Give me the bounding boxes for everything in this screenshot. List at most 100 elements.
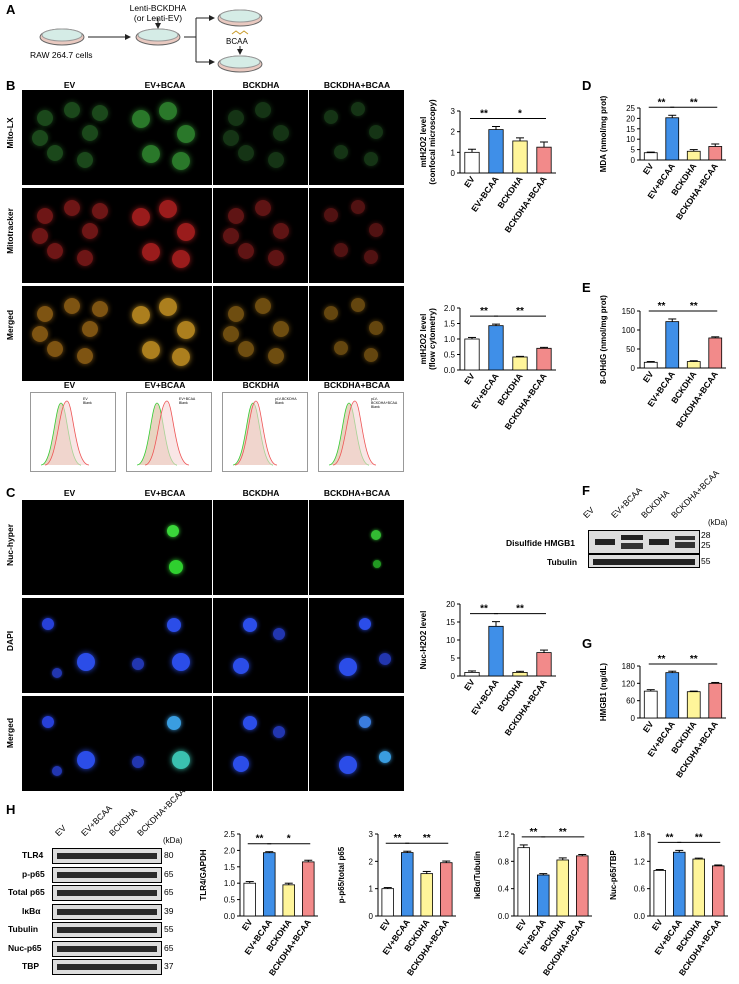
y-tick-label: 0.5 xyxy=(444,351,456,360)
bar xyxy=(464,672,480,677)
cell-blob xyxy=(52,766,62,776)
bar-chart-h4: 0.00.61.21.8Nuc-p65/TBPEVEV+BCAABCKDHABC… xyxy=(609,830,728,978)
cell-blob xyxy=(52,668,62,678)
bar xyxy=(263,852,276,917)
cell-blob xyxy=(82,321,98,337)
b-row-label-3: Merged xyxy=(5,309,15,341)
cell-blob xyxy=(77,751,95,769)
x-tick-label: EV xyxy=(378,917,393,932)
cell-blob xyxy=(238,243,254,259)
y-tick-label: 0 xyxy=(369,912,374,921)
bar xyxy=(517,847,531,917)
y-tick-label: 5 xyxy=(631,146,636,155)
cell-blob xyxy=(32,130,48,146)
f-row-label-1: Disulfide HMGB1 xyxy=(506,538,575,548)
y-tick-label: 0.5 xyxy=(224,896,236,905)
cell-blob xyxy=(273,726,285,738)
panel-label-g: G xyxy=(582,636,593,651)
bar-chart-h1: 0.00.51.01.52.02.5TLR4/GAPDHEVEV+BCAABCK… xyxy=(199,830,318,978)
bar xyxy=(536,652,552,677)
significance-mark: ** xyxy=(690,654,698,665)
cell-blob xyxy=(177,125,195,143)
cell-blob xyxy=(273,628,285,640)
cell-blob xyxy=(379,751,391,763)
cell-blob xyxy=(339,756,357,774)
y-axis-label: (flow cytometry) xyxy=(428,308,437,370)
h-row-label: p-p65 xyxy=(22,868,45,879)
panel-label-c: C xyxy=(6,485,16,500)
c-col-header-4: BCKDHA+BCAA xyxy=(323,488,391,498)
bar xyxy=(488,625,504,677)
bar xyxy=(420,873,434,917)
cell-blob xyxy=(223,326,239,342)
bar-chart-b2: 0.0 0.5 1.0 1.5 2.0 mtH2O2 level (flow cytomet… xyxy=(419,304,556,432)
cell-blob xyxy=(64,298,80,314)
y-tick-label: 3 xyxy=(369,830,374,839)
x-tick-label: EV xyxy=(650,917,665,932)
y-tick-label: 1.0 xyxy=(444,335,456,344)
y-axis-label: HMGB1 (ng/dL) xyxy=(599,663,608,722)
cell-blob xyxy=(167,525,179,537)
cell-blob xyxy=(92,203,108,219)
cell-blob xyxy=(351,200,365,214)
cell-blob xyxy=(228,110,244,126)
y-axis-label: p-p65/total p65 xyxy=(337,846,346,903)
gridC-image-r1-c2 xyxy=(117,500,212,595)
bar xyxy=(556,859,570,917)
bar xyxy=(512,356,528,371)
cell-blob xyxy=(273,125,289,141)
panel-label-a: A xyxy=(6,2,16,17)
cell-blob xyxy=(142,145,160,163)
bar xyxy=(464,338,480,371)
y-tick-label: 1.0 xyxy=(224,879,236,888)
cell-blob xyxy=(273,321,289,337)
h-blot-strip xyxy=(52,885,162,901)
cell-blob xyxy=(177,223,195,241)
cell-blob xyxy=(159,298,177,316)
cell-blob xyxy=(351,102,365,116)
cell-blob xyxy=(359,716,371,728)
significance-mark: ** xyxy=(559,827,567,838)
cell-blob xyxy=(268,250,284,266)
y-axis-label: TLR4/GAPDH xyxy=(199,849,208,900)
cell-blob xyxy=(233,658,249,674)
panel-label-b: B xyxy=(6,78,16,93)
y-tick-label: 1.5 xyxy=(224,863,236,872)
significance-mark: ** xyxy=(530,827,538,838)
cell-blob xyxy=(233,756,249,772)
cell-blob xyxy=(132,306,150,324)
gridB-image-r2-c2 xyxy=(117,188,212,283)
cell-blob xyxy=(32,228,48,244)
bar-chart-h3: 0.00.40.81.2IκBα/TubulinEVEV+BCAABCKDHAB… xyxy=(473,827,592,978)
cell-blob xyxy=(42,716,54,728)
b-row-label-2: Mitotracker xyxy=(5,208,15,254)
c-col-header-2: EV+BCAA xyxy=(144,488,186,498)
cell-blob xyxy=(324,110,338,124)
y-axis-label: mtH2O2 level xyxy=(419,117,428,168)
h-lane-4: BCKDHA+BCAA xyxy=(134,785,187,838)
cell-blob xyxy=(172,152,190,170)
cell-blob xyxy=(64,200,80,216)
gridC-image-r3-c1 xyxy=(22,696,117,791)
gridB-image-r2-c1 xyxy=(22,188,117,283)
gridC-image-r1-c3 xyxy=(213,500,308,595)
y-tick-label: 2.5 xyxy=(224,830,236,839)
f-lane-1: EV xyxy=(580,504,597,520)
cell-blob xyxy=(369,223,383,237)
y-tick-label: 10 xyxy=(446,636,455,645)
y-tick-label: 2 xyxy=(369,857,374,866)
h-blot-strip xyxy=(52,922,162,938)
c-row-label-2: DAPI xyxy=(5,630,15,652)
cell-blob xyxy=(369,125,383,139)
gridC-image-r3-c4 xyxy=(309,696,404,791)
bar xyxy=(488,129,504,174)
gridB-image-r1-c2 xyxy=(117,90,212,185)
schematic-a xyxy=(39,9,263,73)
x-tick-label: EV xyxy=(240,917,255,932)
c-row-label-3: Merged xyxy=(5,717,15,749)
bar xyxy=(512,672,528,677)
y-tick-label: 1.2 xyxy=(498,830,510,839)
y-tick-label: 0 xyxy=(631,714,636,723)
y-axis-label: mtH2O2 level xyxy=(419,314,428,365)
